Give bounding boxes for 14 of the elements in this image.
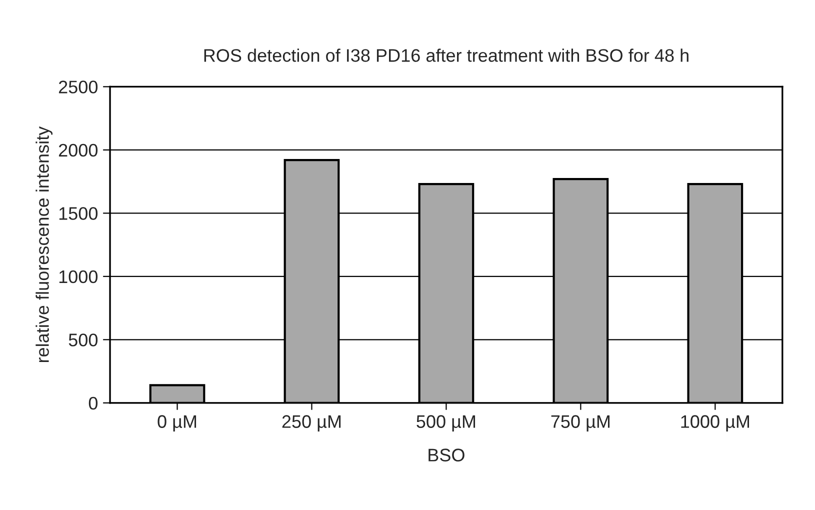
y-tick-label: 0: [88, 396, 98, 410]
y-tick-label: 2500: [58, 80, 98, 94]
x-tick-label: 500 µM: [416, 415, 476, 432]
x-tick-label: 750 µM: [551, 415, 610, 432]
x-tick-label: 1000 µM: [681, 415, 749, 432]
y-axis-title: relative fluorescence intensity: [36, 126, 52, 362]
y-tick-label: 1500: [59, 207, 98, 220]
chart-title: ROS detection of I38 PD16 after treatment with BSO for 48 h: [204, 48, 688, 62]
x-tick-label: 250 µM: [282, 415, 341, 432]
y-tick-label: 2000: [58, 144, 98, 157]
x-tick-label: 0 µM: [158, 415, 196, 432]
x-axis-title: BSO: [428, 448, 464, 462]
y-tick-label: 1000: [59, 270, 98, 284]
y-tick-label: 500: [68, 334, 98, 346]
